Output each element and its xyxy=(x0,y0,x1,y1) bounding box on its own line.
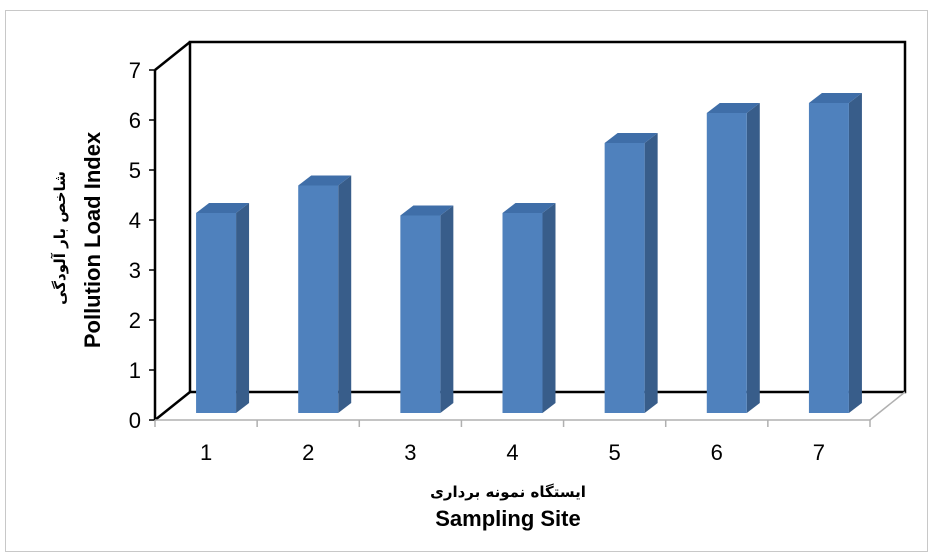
y-tick-label: 6 xyxy=(129,108,141,133)
bar xyxy=(706,103,760,413)
bar xyxy=(196,203,250,413)
y-axis-title: Pollution Load Index xyxy=(80,131,105,348)
side-wall-bottom-edge xyxy=(154,391,191,421)
bar-front-face xyxy=(502,213,543,413)
x-tick-labels: 1 2 3 4 5 6 7 xyxy=(154,420,871,465)
bar-side-face xyxy=(644,133,658,413)
bar-front-face xyxy=(808,103,849,413)
bar-side-face xyxy=(746,103,760,413)
x-axis-title: Sampling Site xyxy=(435,506,580,531)
x-tick-label: 2 xyxy=(302,440,314,465)
bar-front-face xyxy=(604,143,645,413)
y-axis-title-persian: شاخص بار آلودگی xyxy=(51,171,69,305)
bar xyxy=(298,175,352,413)
bar-side-face xyxy=(848,93,862,413)
side-wall-top-edge xyxy=(154,41,191,71)
bar-side-face xyxy=(542,203,556,413)
bar xyxy=(502,203,556,413)
y-tick-label: 1 xyxy=(129,358,141,383)
bar xyxy=(604,133,658,413)
bar-side-face xyxy=(440,205,454,413)
bar xyxy=(400,205,454,413)
bar-top-face xyxy=(706,103,760,113)
bar-top-face xyxy=(808,93,862,103)
x-tick-label: 4 xyxy=(506,440,518,465)
bar-top-face xyxy=(298,175,352,186)
x-tick-label: 3 xyxy=(404,440,416,465)
bar-side-face xyxy=(338,175,352,413)
chart-frame xyxy=(5,10,928,552)
y-tick-label: 0 xyxy=(129,408,141,433)
y-tick-label: 2 xyxy=(129,308,141,333)
bars-group xyxy=(196,93,862,413)
y-tick-label: 4 xyxy=(129,208,141,233)
bar-front-face xyxy=(298,185,339,413)
x-axis-title-persian: ایستگاه نمونه برداری xyxy=(430,483,586,501)
y-tick-label: 3 xyxy=(129,258,141,283)
x-tick-label: 1 xyxy=(200,440,212,465)
bar-top-face xyxy=(196,203,250,213)
bar-front-face xyxy=(400,215,441,413)
bar-front-face xyxy=(196,213,237,413)
x-tick-label: 6 xyxy=(711,440,723,465)
y-tick-labels: 0 1 2 3 4 5 6 7 xyxy=(129,58,155,433)
x-tick-label: 7 xyxy=(813,440,825,465)
bar-top-face xyxy=(604,133,658,143)
bar-side-face xyxy=(236,203,250,413)
floor-right-edge xyxy=(869,391,906,421)
bar-top-face xyxy=(502,203,556,213)
bar-front-face xyxy=(706,113,747,413)
x-tick-label: 5 xyxy=(609,440,621,465)
bar xyxy=(808,93,862,413)
bar-top-face xyxy=(400,205,454,216)
y-tick-label: 7 xyxy=(129,58,141,83)
y-tick-label: 5 xyxy=(129,158,141,183)
